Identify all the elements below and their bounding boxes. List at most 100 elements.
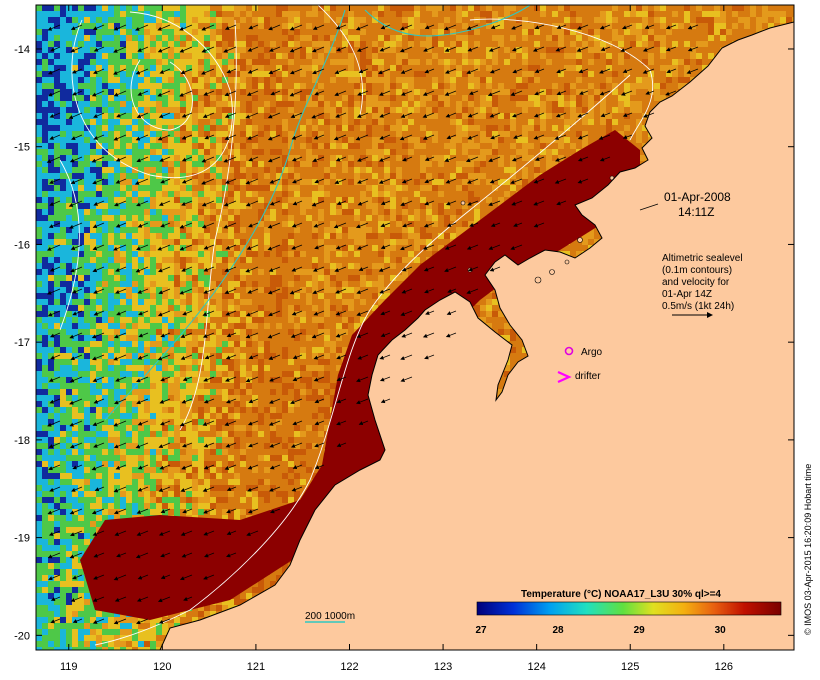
sst-cell [456,209,462,215]
sst-cell [420,125,426,131]
sst-cell [450,59,456,65]
sst-cell [210,197,216,203]
sst-cell [282,131,288,137]
sst-cell [690,65,696,71]
sst-cell [264,107,270,113]
sst-cell [624,101,630,107]
sst-cell [174,59,180,65]
sst-cell [576,89,582,95]
sst-cell [588,101,594,107]
sst-cell [156,101,162,107]
sst-cell [636,17,642,23]
sst-cell [210,179,216,185]
sst-cell [414,113,420,119]
sst-cell [486,125,492,131]
sst-cell [762,11,768,17]
sst-cell [342,155,348,161]
sst-cell [150,125,156,131]
sst-cell [144,35,150,41]
sst-cell [264,47,270,53]
sst-cell [504,53,510,59]
sst-cell [498,5,504,11]
sst-cell [282,179,288,185]
sst-cell [372,17,378,23]
sst-cell [414,71,420,77]
sst-cell [678,5,684,11]
sst-cell [450,227,456,233]
sst-cell [228,173,234,179]
sst-cell [174,89,180,95]
sst-cell [408,155,414,161]
sst-cell [324,41,330,47]
sst-cell [78,23,84,29]
sst-cell [684,53,690,59]
sst-cell [420,113,426,119]
sst-cell [60,11,66,17]
sst-cell [240,149,246,155]
sst-cell [486,35,492,41]
sst-cell [654,71,660,77]
sst-cell [534,11,540,17]
sst-cell [642,29,648,35]
sst-cell [552,71,558,77]
sst-cell [60,185,66,191]
sst-cell [480,143,486,149]
sst-cell [480,161,486,167]
sst-cell [570,11,576,17]
sst-cell [258,191,264,197]
sst-cell [66,35,72,41]
sst-cell [78,95,84,101]
sst-cell [486,23,492,29]
sst-cell [144,77,150,83]
sst-cell [372,83,378,89]
sst-cell [180,185,186,191]
sst-cell [288,107,294,113]
sst-cell [126,17,132,23]
sst-cell [186,59,192,65]
sst-cell [36,167,42,173]
sst-cell [486,149,492,155]
sst-cell [342,95,348,101]
sst-cell [102,167,108,173]
sst-cell [360,65,366,71]
sst-cell [348,119,354,125]
sst-cell [516,35,522,41]
sst-cell [300,95,306,101]
sst-cell [204,119,210,125]
sst-cell [348,173,354,179]
sst-cell [252,191,258,197]
sst-cell [624,59,630,65]
sst-cell [258,107,264,113]
sst-cell [216,203,222,209]
sst-cell [618,83,624,89]
sst-cell [90,227,96,233]
sst-cell [384,215,390,221]
sst-cell [498,83,504,89]
sst-cell [600,17,606,23]
sst-cell [360,131,366,137]
sst-cell [102,107,108,113]
sst-cell [324,101,330,107]
sst-cell [516,185,522,191]
sst-cell [54,173,60,179]
sst-cell [192,227,198,233]
sst-cell [684,35,690,41]
sst-cell [546,155,552,161]
sst-cell [396,113,402,119]
sst-cell [384,149,390,155]
sst-cell [222,89,228,95]
sst-cell [282,173,288,179]
sst-cell [126,185,132,191]
sst-cell [54,125,60,131]
sst-cell [534,119,540,125]
sst-cell [354,5,360,11]
sst-cell [438,113,444,119]
sst-cell [336,89,342,95]
sst-cell [354,107,360,113]
sst-cell [576,131,582,137]
sst-cell [444,137,450,143]
sst-cell [264,161,270,167]
sst-cell [486,17,492,23]
sst-cell [354,197,360,203]
sst-cell [450,11,456,17]
